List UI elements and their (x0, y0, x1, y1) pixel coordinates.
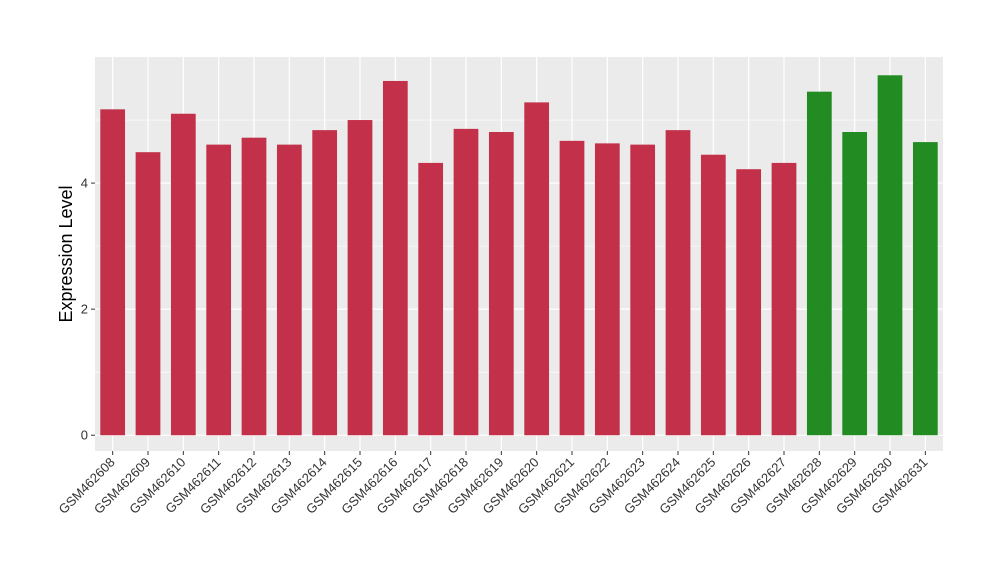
bar-GSM462611 (206, 144, 232, 436)
bar-GSM462620 (524, 102, 550, 436)
bar-GSM462614 (312, 130, 338, 436)
bar-GSM462613 (276, 144, 302, 436)
bar-GSM462625 (700, 154, 726, 436)
bar-GSM462623 (630, 144, 656, 436)
y-axis: 0 2 4 (81, 176, 95, 443)
bar-GSM462627 (771, 162, 797, 436)
bars (100, 75, 938, 436)
y-axis-title: Expression Level (56, 185, 76, 322)
bar-GSM462617 (418, 162, 444, 436)
bar-GSM462621 (559, 140, 585, 436)
bar-GSM462610 (170, 113, 196, 436)
bar-GSM462622 (594, 143, 620, 436)
bar-GSM462619 (488, 132, 514, 436)
minor-gridlines (95, 119, 943, 373)
bar-GSM462618 (453, 128, 479, 436)
bar-GSM462628 (806, 91, 832, 436)
bar-GSM462616 (382, 80, 408, 436)
plot-panel (95, 57, 943, 451)
bar-GSM462630 (877, 75, 903, 436)
y-tick-label: 4 (81, 176, 88, 191)
bar-GSM462608 (100, 109, 126, 436)
bar-GSM462624 (665, 130, 691, 436)
bar-GSM462615 (347, 120, 373, 436)
y-tick-label: 2 (81, 302, 88, 317)
x-axis: GSM462608GSM462609GSM462610GSM462611GSM4… (56, 451, 930, 517)
bar-GSM462629 (842, 132, 868, 436)
bar-GSM462626 (736, 169, 762, 436)
bar-GSM462609 (135, 152, 161, 436)
bar-GSM462612 (241, 137, 267, 436)
y-tick-label: 0 (81, 428, 88, 443)
bar-GSM462631 (912, 142, 938, 436)
